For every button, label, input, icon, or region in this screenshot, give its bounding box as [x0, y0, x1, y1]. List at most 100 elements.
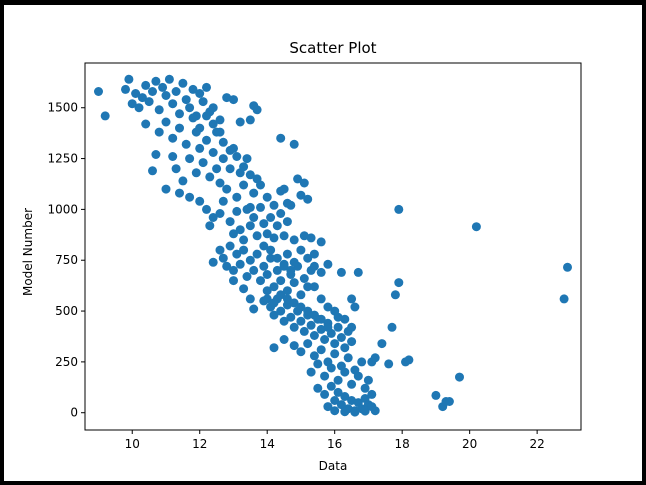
data-point [181, 139, 191, 149]
data-point [148, 87, 157, 96]
data-point [245, 115, 255, 125]
data-point [326, 363, 336, 373]
data-point [208, 119, 218, 129]
data-point [289, 322, 299, 332]
data-point [367, 402, 377, 412]
data-point [289, 298, 299, 308]
data-point [198, 158, 208, 168]
data-point [471, 222, 481, 232]
data-point [252, 231, 262, 241]
data-point [245, 294, 255, 304]
data-point [208, 148, 218, 157]
data-point [137, 93, 147, 103]
data-point [148, 166, 157, 176]
data-point [161, 91, 171, 100]
data-point [141, 119, 151, 129]
data-point [309, 310, 319, 320]
x-tick-label: 14 [260, 437, 275, 451]
data-point [309, 249, 319, 259]
y-tick-label: 500 [55, 304, 78, 318]
data-point [279, 231, 289, 241]
data-point [347, 337, 357, 347]
data-point [262, 270, 272, 279]
data-point [303, 306, 313, 316]
data-point [235, 225, 245, 235]
data-point [353, 371, 363, 381]
data-point [175, 188, 184, 198]
data-point [316, 237, 326, 247]
data-point [306, 367, 316, 377]
data-point [208, 257, 218, 267]
data-point [313, 359, 323, 369]
data-point [256, 180, 265, 190]
data-point [239, 245, 249, 255]
data-point [269, 282, 279, 292]
data-point [299, 231, 309, 241]
data-point [289, 278, 299, 288]
data-point [266, 213, 276, 222]
data-point [320, 389, 330, 399]
data-point [303, 282, 313, 292]
data-point [363, 375, 373, 385]
data-point [303, 339, 313, 349]
data-point [313, 383, 323, 393]
data-point [215, 245, 225, 255]
data-point [218, 137, 228, 147]
data-point [154, 105, 164, 115]
data-point [279, 316, 289, 326]
data-point [330, 406, 340, 416]
data-point [195, 196, 205, 206]
data-point [202, 135, 211, 145]
data-point [282, 286, 292, 296]
data-point [191, 127, 201, 137]
data-point [252, 249, 262, 259]
data-point [336, 400, 346, 410]
data-point [320, 371, 330, 381]
data-point [279, 184, 289, 194]
data-point [195, 143, 205, 153]
data-point [242, 272, 252, 281]
data-point [299, 274, 309, 283]
data-point [239, 235, 249, 245]
data-point [340, 367, 350, 377]
data-point [394, 204, 404, 214]
data-point [316, 345, 326, 355]
data-point [178, 78, 188, 88]
data-point [229, 265, 238, 275]
y-tick-label: 1500 [47, 101, 78, 115]
data-point [259, 219, 269, 229]
data-point [293, 174, 303, 184]
data-point [326, 381, 336, 391]
data-point [151, 76, 161, 86]
data-point [444, 397, 454, 406]
data-point [272, 265, 282, 275]
data-point [333, 387, 343, 397]
data-point [185, 103, 195, 113]
data-point [175, 123, 184, 133]
data-point [323, 302, 333, 312]
data-point [225, 217, 235, 227]
data-point [384, 359, 394, 369]
data-point [245, 221, 255, 231]
data-point [259, 261, 269, 271]
data-point [404, 355, 414, 365]
data-point [124, 74, 134, 84]
data-point [269, 200, 279, 210]
data-point [185, 192, 195, 202]
x-axis-label: Data [319, 459, 348, 473]
data-point [340, 392, 350, 401]
data-point [249, 188, 259, 198]
data-point [225, 145, 235, 155]
data-point [168, 152, 178, 161]
points-layer [94, 74, 572, 417]
data-point [161, 117, 171, 127]
data-point [296, 190, 306, 200]
data-point [370, 353, 380, 363]
data-point [282, 294, 292, 304]
data-point [262, 286, 272, 296]
x-axis-ticks: 10 12 14 16 18 20 22 [125, 430, 545, 451]
data-point [262, 229, 272, 239]
data-point [306, 233, 316, 243]
data-point [323, 402, 333, 412]
data-point [276, 276, 286, 286]
